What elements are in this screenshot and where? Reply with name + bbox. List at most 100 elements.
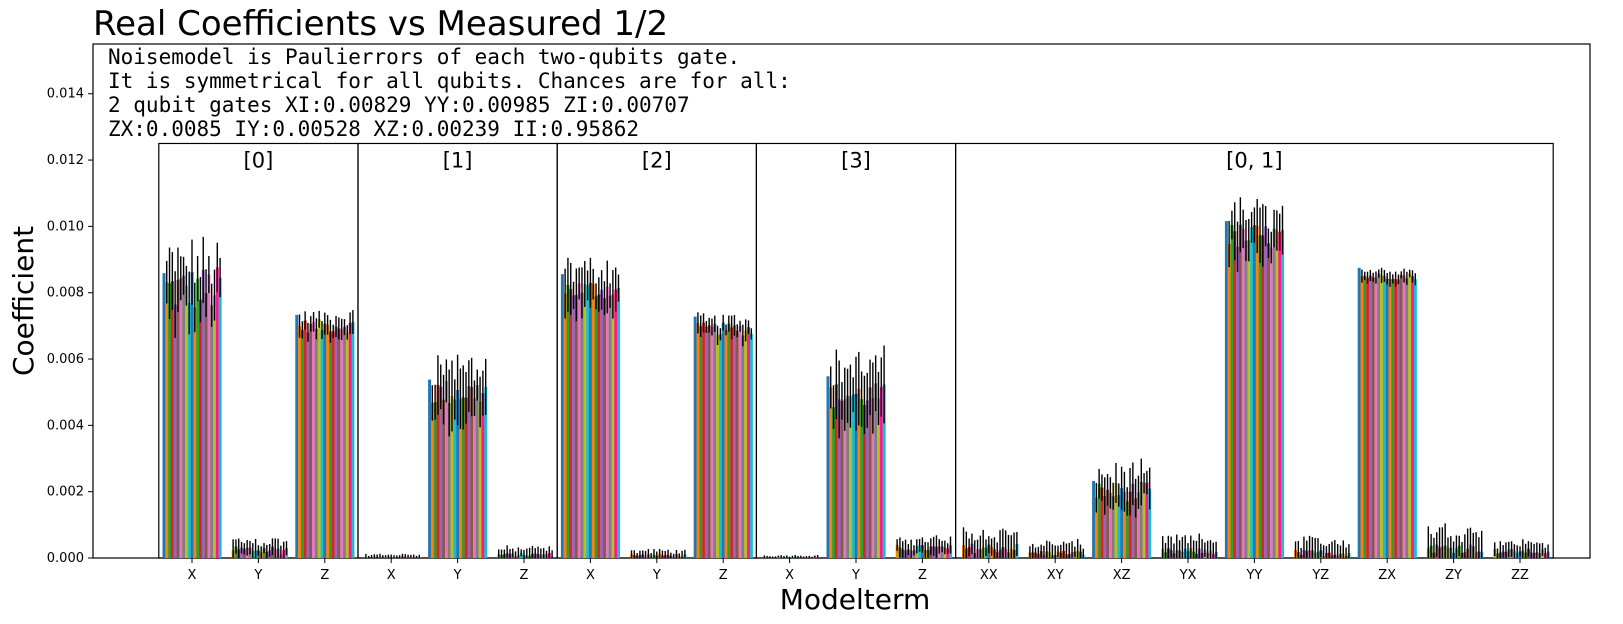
x-tick-label: ZZ xyxy=(1511,568,1529,583)
bar xyxy=(337,328,341,558)
x-tick-label: XY xyxy=(1047,568,1064,583)
x-axis-label: Modelterm xyxy=(780,583,931,616)
group-label: [3] xyxy=(841,148,871,172)
bar xyxy=(184,285,188,558)
bar xyxy=(747,327,751,558)
bar xyxy=(733,325,736,558)
bar xyxy=(718,334,722,558)
note-line-1: Noisemodel is Paulierrors of each two-qu… xyxy=(108,45,740,69)
bar xyxy=(459,398,462,558)
bar xyxy=(179,278,183,558)
bar xyxy=(1103,496,1107,558)
bar xyxy=(1377,273,1381,558)
bar xyxy=(577,283,581,558)
bar xyxy=(478,402,482,558)
bar xyxy=(1111,496,1115,558)
bar xyxy=(749,333,753,558)
bar xyxy=(600,289,604,558)
bar xyxy=(1247,240,1251,558)
bar xyxy=(351,321,355,558)
bar xyxy=(1244,240,1248,559)
bar xyxy=(467,386,471,558)
bar xyxy=(1382,275,1386,558)
bar xyxy=(851,394,855,558)
bar xyxy=(1272,228,1276,559)
bar xyxy=(588,282,592,558)
bar xyxy=(173,304,177,558)
x-tick-label: Y xyxy=(652,568,661,583)
bar xyxy=(314,328,318,558)
bar xyxy=(879,386,883,558)
x-tick-label: X xyxy=(586,568,595,583)
x-tick-label: Y xyxy=(851,568,860,583)
bar xyxy=(215,267,219,558)
bar xyxy=(1134,498,1138,558)
x-tick-label: YZ xyxy=(1311,568,1329,583)
bar xyxy=(1402,275,1406,558)
bar xyxy=(218,277,222,558)
bar xyxy=(738,326,742,558)
bar xyxy=(306,332,310,558)
bar xyxy=(345,332,349,558)
x-tick-label: Y xyxy=(253,568,262,583)
bar xyxy=(1108,492,1112,558)
bar xyxy=(580,292,584,558)
bar xyxy=(343,327,347,558)
bar xyxy=(1094,497,1098,558)
bar xyxy=(563,293,567,558)
bar xyxy=(1357,267,1361,558)
bar xyxy=(617,287,621,558)
bar xyxy=(300,329,304,558)
bar xyxy=(608,295,612,558)
x-tick-label: ZX xyxy=(1378,568,1396,583)
x-tick-label: YX xyxy=(1179,568,1197,583)
bar xyxy=(1360,276,1364,558)
bar xyxy=(724,329,728,558)
bar xyxy=(1385,278,1389,558)
bar xyxy=(744,330,748,558)
bar xyxy=(699,326,703,558)
group-label: [0] xyxy=(244,148,274,172)
bar xyxy=(940,546,944,558)
bar xyxy=(710,326,714,558)
bar xyxy=(470,387,474,558)
bar xyxy=(201,269,205,558)
bar xyxy=(603,298,607,558)
bar xyxy=(569,288,573,558)
bar xyxy=(721,322,725,558)
bar xyxy=(196,278,200,558)
bar xyxy=(730,327,734,558)
bar xyxy=(1391,278,1395,558)
bar xyxy=(430,402,434,558)
x-tick-label: X xyxy=(387,568,396,583)
bar xyxy=(597,294,601,558)
bar xyxy=(566,284,570,558)
bar xyxy=(303,320,307,558)
bar xyxy=(863,404,866,558)
bar xyxy=(1363,275,1367,558)
bar xyxy=(572,295,576,558)
bar xyxy=(727,323,731,558)
bar xyxy=(348,323,352,558)
bar xyxy=(1394,279,1398,558)
bar xyxy=(1227,244,1231,559)
bar xyxy=(329,331,332,558)
bar xyxy=(323,323,327,558)
bar xyxy=(442,399,446,558)
bar xyxy=(320,329,324,558)
bar xyxy=(204,293,208,558)
bar xyxy=(826,376,830,558)
bar xyxy=(213,295,217,558)
bar xyxy=(895,544,899,558)
bar xyxy=(312,321,316,558)
bar xyxy=(1238,224,1242,558)
x-tick-label: Y xyxy=(453,568,462,583)
bar xyxy=(877,398,881,558)
bar xyxy=(704,326,708,558)
bar xyxy=(1250,227,1254,559)
bar xyxy=(481,393,485,558)
bar xyxy=(1388,279,1392,558)
bar xyxy=(450,396,454,558)
bar xyxy=(868,387,872,558)
y-tick-label: 0.010 xyxy=(47,219,84,234)
